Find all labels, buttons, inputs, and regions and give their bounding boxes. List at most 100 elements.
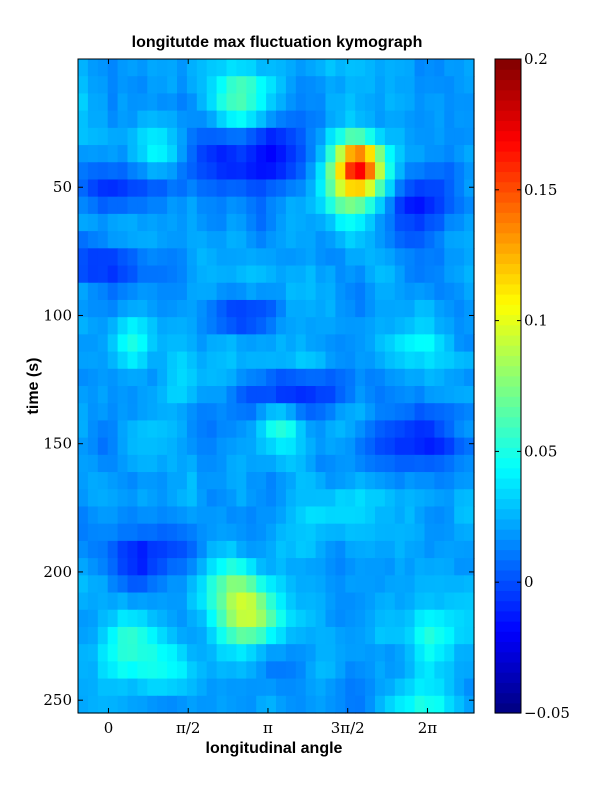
heatmap-cell (444, 575, 455, 594)
heatmap-cell (236, 609, 247, 628)
heatmap-cell (167, 592, 178, 611)
heatmap-cell (157, 179, 168, 198)
heatmap-cell (335, 145, 346, 163)
heatmap-cell (107, 626, 119, 645)
heatmap-cell (375, 523, 386, 542)
heatmap-cell (444, 282, 455, 301)
heatmap-cell (127, 592, 138, 611)
heatmap-cell (137, 644, 148, 662)
heatmap-cell (266, 334, 277, 353)
heatmap-cell (186, 523, 198, 542)
heatmap-cell (236, 437, 247, 456)
heatmap-cell (444, 609, 455, 628)
heatmap-cell (78, 575, 89, 594)
heatmap-cell (147, 162, 158, 181)
heatmap-cell (335, 127, 346, 146)
heatmap-cell (87, 386, 99, 404)
heatmap-cell (355, 179, 366, 198)
heatmap-cell (285, 506, 297, 525)
heatmap-cell (107, 110, 119, 129)
heatmap-cell (206, 386, 218, 404)
heatmap-cell (454, 248, 465, 267)
heatmap-cell (137, 489, 148, 508)
heatmap-cell (127, 575, 138, 594)
heatmap-cell (434, 558, 445, 576)
heatmap-cell (454, 575, 465, 594)
heatmap-cell (78, 506, 89, 525)
heatmap-cell (246, 231, 257, 249)
heatmap-cell (226, 403, 237, 422)
heatmap-cell (157, 678, 168, 697)
colorbar-swatch (495, 477, 521, 489)
heatmap-cell (226, 523, 237, 542)
heatmap-cell (454, 626, 465, 645)
heatmap-cell (78, 145, 89, 163)
heatmap-cell (226, 76, 237, 95)
heatmap-cell (236, 334, 247, 353)
heatmap-cell (127, 265, 138, 284)
heatmap-cell (246, 162, 257, 181)
heatmap-cell (117, 558, 129, 576)
heatmap-cell (414, 454, 426, 473)
heatmap-cell (315, 558, 327, 576)
heatmap-cell (384, 110, 396, 129)
heatmap-cell (186, 489, 198, 508)
heatmap-cell (196, 93, 208, 112)
heatmap-cell (295, 626, 307, 645)
heatmap-cell (226, 299, 237, 318)
heatmap-cell (335, 110, 346, 129)
heatmap-cell (276, 540, 287, 559)
heatmap-cell (276, 59, 287, 77)
heatmap-cell (196, 162, 208, 181)
heatmap-cell (147, 93, 158, 112)
heatmap-cell (167, 179, 178, 198)
heatmap-cell (206, 179, 218, 198)
heatmap-cell (177, 661, 188, 680)
heatmap-cell (137, 351, 148, 370)
heatmap-cell (434, 196, 445, 215)
heatmap-cell (394, 299, 406, 318)
heatmap-cell (325, 179, 336, 198)
heatmap-cell (167, 558, 178, 576)
heatmap-cell (256, 110, 267, 129)
colorbar-swatch (495, 324, 521, 336)
heatmap-cell (434, 162, 445, 181)
heatmap-cell (305, 248, 317, 267)
heatmap-cell (375, 437, 386, 456)
colorbar-swatch (495, 181, 521, 193)
heatmap-cell (295, 196, 307, 215)
heatmap-cell (295, 437, 307, 456)
heatmap-cell (434, 592, 445, 611)
heatmap-cell (206, 248, 218, 267)
heatmap-cell (78, 420, 89, 439)
heatmap-cell (335, 523, 346, 542)
heatmap-cell (137, 558, 148, 576)
heatmap-cell (305, 351, 317, 370)
heatmap-cell (434, 678, 445, 697)
heatmap-cell (256, 575, 267, 594)
colorbar-swatch (495, 232, 521, 244)
heatmap-cell (325, 368, 336, 387)
heatmap-cell (384, 523, 396, 542)
heatmap-cell (276, 93, 287, 112)
heatmap-cell (285, 454, 297, 473)
heatmap-cell (365, 231, 376, 249)
heatmap-cell (404, 265, 416, 284)
heatmap-cell (167, 334, 178, 353)
heatmap-cell (315, 454, 327, 473)
heatmap-cell (355, 472, 366, 490)
heatmap-cell (196, 472, 208, 490)
heatmap-cell (127, 76, 138, 95)
x-tick-label: 2π (418, 719, 438, 737)
heatmap-cell (157, 644, 168, 662)
heatmap-cell (276, 265, 287, 284)
heatmap-cell (127, 368, 138, 387)
heatmap-cell (206, 661, 218, 680)
heatmap-cell (394, 558, 406, 576)
heatmap-cell (216, 403, 228, 422)
heatmap-cell (216, 575, 228, 594)
heatmap-cell (137, 506, 148, 525)
heatmap-cell (266, 317, 277, 335)
heatmap-cell (157, 437, 168, 456)
heatmap-cell (216, 231, 228, 249)
